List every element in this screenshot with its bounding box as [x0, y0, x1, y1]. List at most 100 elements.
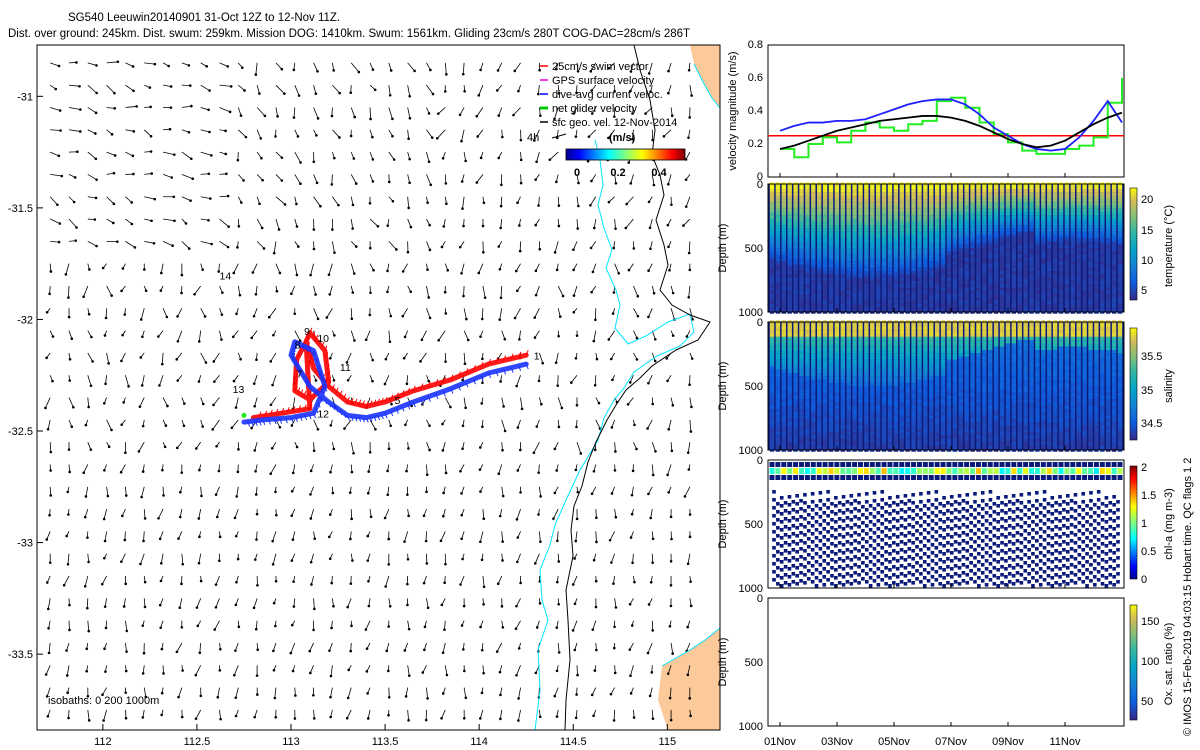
section-cell: [970, 293, 975, 298]
quiver-head: [349, 91, 353, 95]
quiver-head: [208, 130, 211, 134]
quiver-head: [290, 424, 294, 427]
quiver-head: [630, 624, 634, 627]
quiver-arrow: [570, 374, 578, 383]
quiver-head: [480, 558, 484, 562]
quiver-arrow: [369, 107, 371, 119]
section-cell: [1047, 274, 1052, 278]
section-cell: [970, 195, 975, 199]
section-cell: [1047, 195, 1052, 199]
section-cell: [1058, 261, 1064, 265]
section-cell: [799, 376, 804, 380]
section-cell: [964, 218, 969, 222]
section-cell: [1023, 228, 1028, 232]
section-cell: [976, 248, 981, 252]
quiver-head: [237, 224, 241, 228]
section-cell: [964, 238, 969, 242]
section-cell: [870, 198, 875, 203]
section-cell: [934, 248, 940, 252]
section-cell: [793, 188, 798, 193]
section-cell: [999, 198, 1005, 203]
quiver-head: [153, 62, 157, 66]
track-tick: [251, 421, 254, 427]
section-cell: [781, 425, 786, 429]
section-cell: [946, 290, 952, 295]
section-cell: [834, 277, 840, 281]
section-cell: [1106, 225, 1111, 229]
section-cell: [1106, 234, 1111, 239]
quiver-arrow: [232, 330, 239, 338]
section-cell: [834, 251, 840, 255]
section-cell: [1017, 264, 1022, 268]
section-cell: [1117, 274, 1123, 278]
section-cell: [917, 211, 922, 216]
quiver-head: [461, 72, 465, 76]
quiver-head: [330, 114, 334, 118]
section-cell: [781, 379, 786, 383]
section-cell: [934, 244, 940, 249]
section-cell: [988, 264, 993, 268]
quiver-arrow: [687, 442, 691, 453]
quiver-head: [629, 89, 632, 93]
section-cell: [787, 234, 792, 239]
section-cell: [870, 231, 875, 236]
track-tick: [305, 379, 309, 386]
quiver-head: [68, 628, 71, 632]
quiver-head: [205, 65, 208, 68]
section-cell: [1023, 244, 1028, 249]
section-cell: [870, 261, 875, 265]
section-cell: [769, 267, 775, 272]
quiver-arrow: [350, 62, 360, 73]
section-cell: [887, 205, 893, 209]
quiver-arrow: [686, 642, 691, 652]
section-cell: [1052, 287, 1058, 291]
quiver-head: [557, 334, 560, 338]
quiver-arrow: [513, 107, 521, 116]
section-cell: [917, 244, 922, 249]
section-cell: [1052, 261, 1058, 265]
section-cell: [940, 293, 946, 298]
section-cell: [1005, 215, 1011, 219]
quiver-head: [482, 517, 486, 521]
quiver-head: [574, 539, 578, 543]
section-cell: [952, 202, 958, 206]
quiver-arrow: [407, 174, 410, 183]
section-cell: [1117, 185, 1123, 190]
quiver-head: [688, 116, 692, 119]
quiver-head: [184, 222, 188, 225]
quiver-arrow: [350, 442, 354, 454]
section-cell: [1011, 198, 1017, 203]
quiver-head: [123, 313, 127, 316]
quiver-head: [587, 135, 591, 138]
quiver-head: [371, 358, 375, 362]
quiver-head: [187, 64, 191, 67]
section-cell: [993, 192, 999, 196]
section-cell: [822, 274, 828, 278]
section-cell: [1082, 287, 1087, 291]
section-cell: [958, 211, 963, 216]
section-cell: [805, 251, 810, 255]
section-cell: [852, 300, 857, 304]
section-cell: [999, 290, 1005, 295]
quiver-head: [534, 269, 538, 273]
section-cell: [1100, 307, 1105, 311]
section-cell: [917, 290, 922, 295]
section-cell: [988, 221, 993, 226]
section-cell: [982, 228, 987, 232]
section-cell: [840, 198, 845, 203]
quiver-head: [458, 113, 462, 117]
section-cell: [929, 297, 934, 301]
section-cell: [929, 238, 934, 242]
section-cell: [952, 257, 958, 262]
section-cell: [828, 192, 834, 196]
section-cell: [852, 241, 857, 245]
section-cell: [1100, 251, 1105, 255]
section-cell: [769, 353, 775, 357]
section-cell: [775, 257, 781, 262]
section-cell: [811, 300, 816, 304]
section-cell: [958, 303, 963, 308]
section-cell: [1111, 264, 1117, 268]
track-tick: [373, 399, 377, 405]
quiver-arrow: [388, 107, 393, 119]
quiver-arrow: [575, 709, 578, 718]
